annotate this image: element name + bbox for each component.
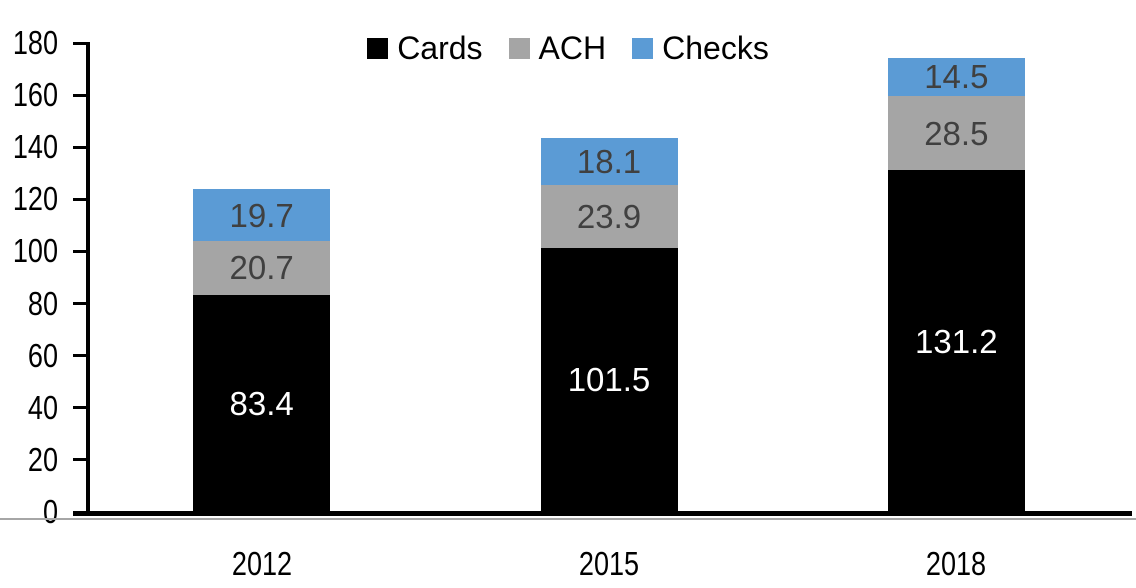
bar-segment-ach-2015: 23.9: [540, 185, 678, 248]
y-axis-tick: [73, 458, 90, 462]
y-axis-tick-label: 40: [27, 388, 58, 426]
legend-item-checks: Checks: [632, 30, 769, 66]
x-axis-shadow-line: [0, 518, 1136, 520]
legend-swatch-ach-icon: [508, 37, 530, 59]
legend-swatch-cards-icon: [367, 37, 389, 59]
bar-value-label: 18.1: [576, 143, 642, 181]
bar-value-label: 23.9: [576, 197, 642, 235]
y-axis-tick-label: 100: [12, 232, 59, 270]
x-axis-category-label: 2015: [578, 545, 640, 582]
y-axis-tick: [73, 41, 90, 45]
legend-label-cards: Cards: [397, 30, 483, 66]
y-axis-line: [86, 43, 90, 516]
y-axis-tick-label: 140: [12, 128, 59, 166]
x-axis-category-label: 2012: [231, 545, 292, 582]
y-axis-tick: [73, 354, 90, 358]
bar-value-label: 20.7: [229, 249, 294, 287]
y-axis-tick-label: 20: [27, 440, 58, 478]
bar-segment-checks-2018: 14.5: [887, 58, 1025, 96]
legend-label-checks: Checks: [662, 30, 769, 66]
bar-segment-checks-2015: 18.1: [540, 138, 678, 186]
legend-item-cards: Cards: [367, 30, 483, 66]
y-axis-tick: [73, 249, 90, 253]
bar-value-label: 19.7: [229, 196, 294, 234]
y-axis-tick: [73, 197, 90, 201]
y-axis-tick-label: 80: [27, 284, 58, 322]
bar-segment-cards-2015: 101.5: [540, 247, 678, 512]
y-axis-tick-label: 180: [12, 24, 59, 61]
y-axis-tick: [73, 145, 90, 149]
x-axis-category-label: 2018: [926, 545, 987, 582]
y-axis-tick: [73, 406, 90, 410]
y-axis-tick: [73, 302, 90, 306]
bar-value-label: 28.5: [924, 114, 989, 152]
y-axis-tick-label: 160: [12, 76, 59, 114]
bar-segment-cards-2018: 131.2: [887, 170, 1025, 512]
bar-segment-ach-2018: 28.5: [887, 95, 1025, 171]
legend-item-ach: ACH: [508, 30, 607, 66]
x-axis-line: [73, 511, 1132, 516]
bar-value-label: 83.4: [229, 384, 294, 422]
bar-segment-ach-2012: 20.7: [193, 240, 331, 295]
legend-label-ach: ACH: [538, 30, 607, 66]
y-axis-tick-label: 0: [42, 493, 58, 530]
y-axis-tick: [73, 93, 90, 97]
y-axis-tick-label: 60: [27, 336, 58, 374]
bar-value-label: 14.5: [924, 58, 989, 96]
bar-segment-cards-2012: 83.4: [193, 294, 331, 512]
bar-value-label: 101.5: [567, 361, 651, 399]
y-axis-tick-label: 120: [12, 180, 59, 218]
legend-swatch-checks-icon: [632, 37, 654, 59]
bar-segment-checks-2012: 19.7: [193, 189, 331, 241]
chart-legend: Cards ACH Checks: [0, 30, 1136, 66]
bar-value-label: 131.2: [915, 322, 998, 360]
